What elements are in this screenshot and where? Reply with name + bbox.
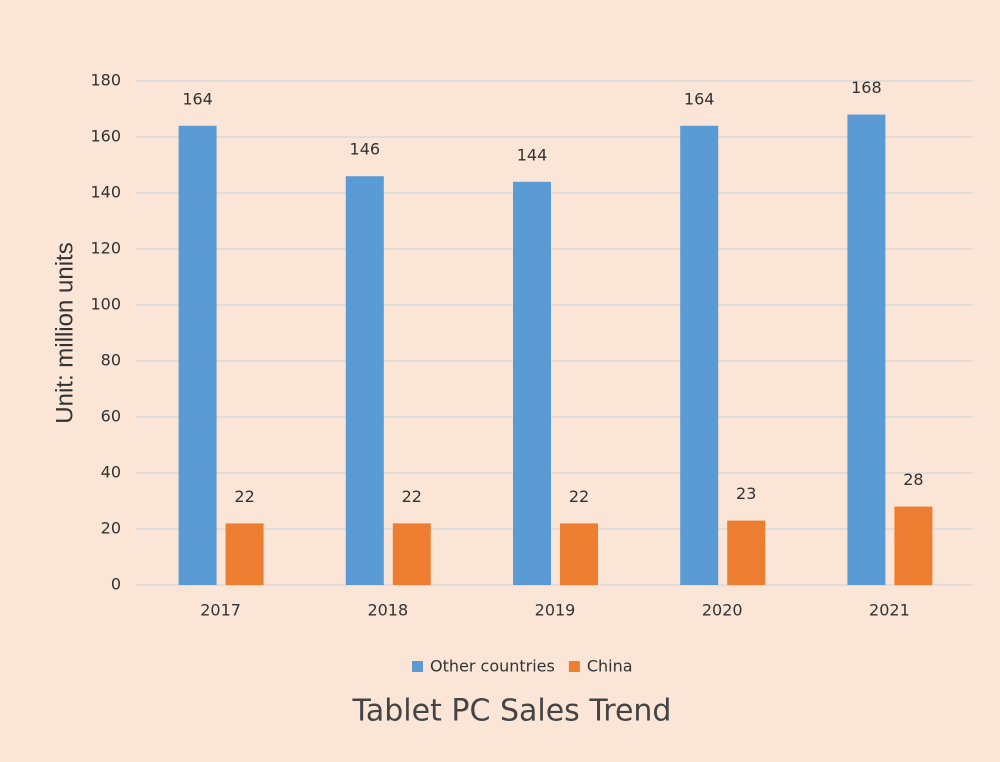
y-tick-label: 100: [90, 295, 121, 314]
data-label: 22: [402, 487, 422, 506]
data-label: 146: [350, 140, 381, 159]
y-tick-label: 160: [90, 127, 121, 146]
data-label: 22: [569, 487, 589, 506]
bar: [178, 125, 217, 586]
data-label: 28: [903, 470, 923, 489]
legend-swatch: [568, 661, 580, 672]
bar: [680, 125, 719, 586]
data-label: 23: [736, 484, 756, 503]
bar: [225, 523, 264, 585]
bar: [727, 520, 766, 585]
y-tick-label: 40: [101, 463, 121, 482]
x-tick-label: 2020: [702, 601, 743, 620]
data-label: 164: [182, 89, 213, 108]
bar: [513, 181, 551, 586]
x-tick-label: 2019: [535, 601, 576, 620]
bar: [392, 523, 431, 585]
bar: [345, 176, 384, 585]
legend-label: Other countries: [430, 657, 555, 676]
data-label: 144: [517, 145, 548, 164]
y-axis-label: Unit: million units: [51, 242, 78, 423]
x-tick-label: 2021: [869, 601, 910, 620]
y-tick-label: 20: [101, 519, 121, 538]
y-tick-label: 60: [101, 407, 121, 426]
data-label: 164: [684, 89, 715, 108]
data-label: 22: [234, 487, 254, 506]
bar: [894, 506, 933, 585]
y-tick-label: 140: [90, 183, 121, 202]
y-tick-label: 0: [111, 575, 121, 594]
y-tick-label: 180: [90, 71, 121, 90]
bar: [560, 523, 598, 585]
y-tick-label: 80: [101, 351, 121, 370]
legend-label: China: [587, 657, 633, 676]
data-label: 168: [851, 78, 882, 97]
chart-title: Tablet PC Sales Trend: [352, 694, 672, 729]
x-tick-label: 2018: [367, 601, 408, 620]
bar: [847, 114, 886, 585]
x-tick-label: 2017: [200, 601, 241, 620]
y-tick-label: 120: [90, 239, 121, 258]
legend-swatch: [412, 661, 423, 672]
